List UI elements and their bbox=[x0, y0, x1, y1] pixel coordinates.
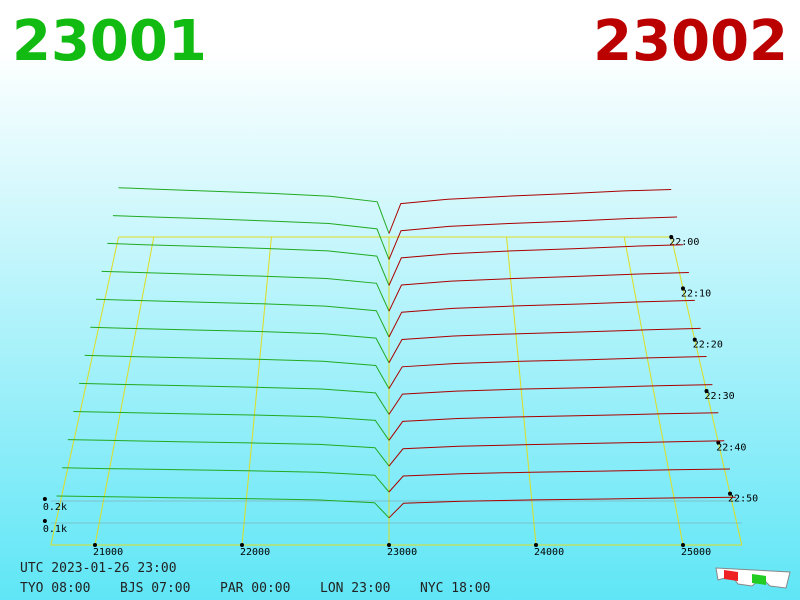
x-tick-label: 23000 bbox=[387, 547, 417, 558]
ask-depth-line bbox=[388, 299, 695, 338]
x-grid-line bbox=[506, 236, 537, 546]
city-clock: PAR 00:00 bbox=[220, 581, 290, 596]
x-tick-mark bbox=[534, 543, 538, 547]
bid-depth-line bbox=[67, 439, 390, 467]
city-clock: TYO 08:00 bbox=[20, 581, 90, 596]
right-title: 23002 bbox=[593, 9, 788, 74]
time-tick-mark bbox=[692, 337, 697, 342]
bid-depth-line bbox=[90, 326, 390, 364]
bid-depth-line bbox=[84, 354, 390, 389]
x-grid-line bbox=[241, 236, 272, 546]
bid-depth-line bbox=[79, 382, 390, 415]
bid-depth-line bbox=[73, 411, 390, 441]
ask-depth-line bbox=[388, 496, 736, 519]
bid-depth-line bbox=[62, 467, 390, 493]
x-tick-mark bbox=[93, 543, 97, 547]
floor-edge bbox=[50, 236, 120, 546]
bid-depth-line bbox=[107, 242, 390, 286]
z-tick-mark bbox=[42, 497, 47, 501]
ask-depth-line bbox=[388, 327, 701, 364]
ask-depth-line bbox=[388, 216, 678, 260]
bid-depth-line bbox=[101, 270, 390, 312]
city-clock: BJS 07:00 bbox=[120, 581, 190, 596]
time-tick-mark bbox=[669, 235, 674, 239]
time-tick-label: 22:50 bbox=[728, 494, 758, 505]
z-tick-mark bbox=[42, 519, 47, 523]
time-tick-label: 22:30 bbox=[705, 391, 735, 402]
plot: 21000 22000 23000 24000 25000 0.1k 0.2k 22:00 22… bbox=[42, 187, 758, 558]
x-tick-label: 24000 bbox=[534, 547, 564, 558]
ask-depth-line bbox=[388, 412, 719, 441]
time-tick-label: 22:00 bbox=[669, 237, 699, 248]
x-tick-mark bbox=[681, 543, 685, 547]
x-tick-mark bbox=[240, 543, 244, 547]
ask-depth-line bbox=[388, 189, 672, 234]
ask-depth-line bbox=[388, 440, 725, 467]
utc-clock: UTC 2023-01-26 23:00 bbox=[20, 561, 177, 576]
bid-depth-line bbox=[118, 187, 390, 234]
time-tick-mark bbox=[704, 389, 709, 393]
time-tick-label: 22:40 bbox=[716, 442, 746, 453]
city-clock: LON 23:00 bbox=[320, 581, 390, 596]
time-tick-label: 22:10 bbox=[681, 288, 711, 299]
x-tick-label: 21000 bbox=[93, 547, 123, 558]
bid-depth-line bbox=[95, 298, 390, 338]
z-tick-label: 0.1k bbox=[43, 524, 67, 535]
ask-depth-line bbox=[388, 384, 713, 415]
left-title: 23001 bbox=[12, 9, 207, 74]
x-grid-line bbox=[94, 236, 155, 546]
bid-depth-line bbox=[56, 495, 390, 519]
ask-depth-line bbox=[388, 356, 707, 389]
x-tick-label: 22000 bbox=[240, 547, 270, 558]
bid-depth-line bbox=[112, 215, 390, 260]
city-clock: NYC 18:00 bbox=[420, 581, 490, 596]
ask-depth-line bbox=[388, 244, 684, 286]
time-tick-mark bbox=[681, 286, 685, 291]
ask-depth-line bbox=[388, 468, 731, 493]
x-grid-line bbox=[623, 236, 684, 546]
x-tick-mark bbox=[387, 543, 391, 547]
time-tick-label: 22:20 bbox=[693, 340, 723, 351]
z-tick-label: 0.2k bbox=[43, 502, 67, 513]
time-tick-mark bbox=[728, 491, 733, 496]
x-tick-label: 25000 bbox=[681, 547, 711, 558]
ask-depth-line bbox=[388, 272, 689, 312]
glasses-icon bbox=[715, 567, 791, 589]
